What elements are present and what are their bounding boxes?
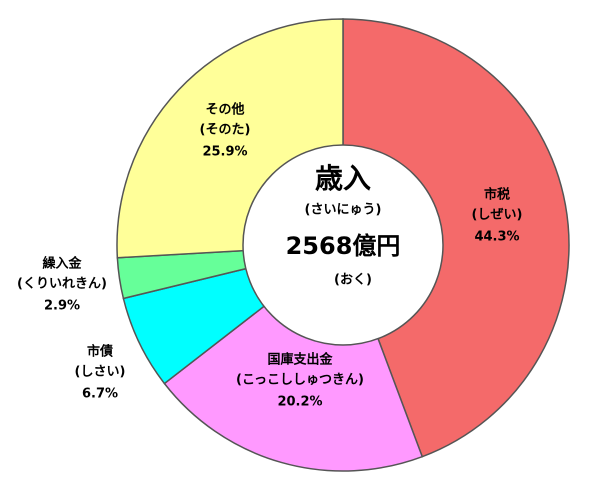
slice-name: 国庫支出金: [267, 352, 333, 368]
slice-reading: (くりいれきん): [17, 277, 107, 292]
slice-name: 繰入金: [42, 256, 82, 272]
center-total-reading: (おく): [334, 273, 372, 288]
slice-reading: (こっこししゅつきん): [236, 373, 364, 388]
slice-name: その他: [205, 102, 244, 118]
donut-hole: [242, 144, 444, 346]
slice-value-label: 25.9%: [202, 145, 247, 160]
slice-reading: (しぜい): [472, 208, 523, 223]
slice-name: 市債: [87, 344, 113, 360]
slice-value-label: 2.9%: [44, 299, 80, 314]
slice-reading: (しさい): [75, 365, 126, 380]
slice-value-label: 44.3%: [474, 230, 519, 245]
slice-name: 市税: [484, 187, 510, 203]
center-title: 歳入: [315, 162, 371, 195]
center-title-reading: (さいにゅう): [305, 203, 382, 218]
slice-value-label: 6.7%: [82, 387, 118, 402]
slice-reading: (そのた): [200, 123, 251, 138]
slice-value-label: 20.2%: [277, 395, 322, 410]
center-total: 2568億円: [286, 232, 401, 260]
slice: [342, 18, 570, 458]
